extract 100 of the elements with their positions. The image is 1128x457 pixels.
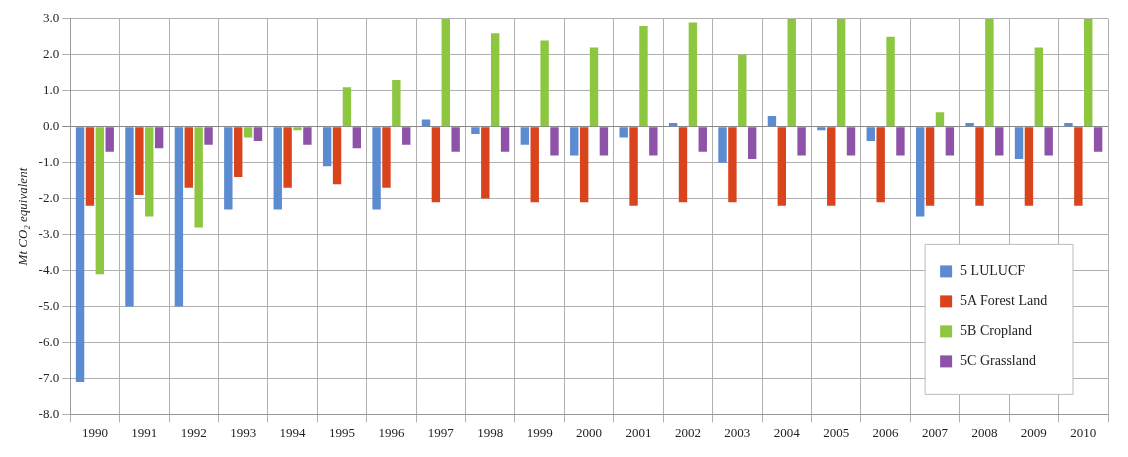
x-tick-label: 1990	[81, 424, 108, 440]
legend-label: 5A Forest Land	[960, 293, 1048, 309]
y-tick-label: -6.0	[38, 333, 60, 349]
bar	[1074, 127, 1083, 206]
y-tick-label: -1.0	[38, 154, 60, 170]
y-tick-label: -3.0	[38, 226, 60, 241]
y-tick-label: -2.0	[38, 190, 60, 206]
bar	[550, 127, 559, 156]
bar	[925, 127, 935, 206]
bar	[451, 127, 460, 152]
bar	[935, 112, 945, 127]
bar	[194, 127, 203, 228]
bar	[154, 127, 164, 149]
bar	[728, 127, 737, 203]
bar	[1093, 127, 1103, 152]
bar	[105, 127, 114, 152]
bar	[639, 25, 648, 127]
bar	[1044, 127, 1053, 156]
bar	[738, 54, 747, 127]
bar	[688, 22, 698, 127]
bar	[965, 123, 974, 127]
bar	[174, 127, 184, 307]
bar	[916, 127, 925, 217]
bar	[303, 127, 312, 145]
bar	[372, 127, 381, 210]
bar	[995, 127, 1004, 156]
bar	[896, 127, 905, 156]
bar	[352, 127, 362, 149]
bar	[441, 18, 450, 127]
bar	[184, 127, 193, 188]
bar	[668, 123, 678, 127]
x-tick-label: 1995	[328, 424, 355, 440]
y-tick-label: 1.0	[42, 82, 60, 98]
bar	[481, 127, 490, 199]
x-tick-label: 1997	[427, 424, 455, 440]
bar	[125, 127, 134, 307]
bar	[273, 127, 282, 210]
bar	[599, 127, 609, 156]
bar	[1064, 123, 1073, 127]
y-tick-label: -4.0	[38, 261, 60, 277]
bar	[85, 127, 95, 206]
bar	[846, 127, 856, 156]
bar	[283, 127, 292, 188]
x-tick-label: 2003	[724, 424, 751, 440]
bar	[787, 18, 796, 127]
bar	[886, 36, 895, 127]
bar	[876, 127, 885, 203]
x-tick-label: 1998	[477, 424, 504, 440]
bar	[520, 127, 530, 145]
bar	[866, 127, 875, 142]
bar	[332, 127, 342, 185]
y-tick-label: 0.0	[42, 118, 60, 134]
bar	[985, 18, 994, 127]
x-tick-label: 1999	[526, 424, 553, 440]
y-tick-label: -7.0	[38, 369, 60, 385]
bar	[718, 127, 727, 163]
bar	[253, 127, 263, 142]
x-tick-label: 2007	[922, 424, 949, 440]
bar	[579, 127, 589, 203]
bar	[342, 87, 352, 127]
x-tick-label: 1994	[279, 424, 307, 440]
x-tick-label: 1991	[131, 424, 158, 440]
bar	[322, 127, 332, 167]
bar	[836, 18, 846, 127]
bar	[145, 127, 154, 217]
bar	[589, 47, 599, 127]
legend-label: 5 LULUCF	[960, 263, 1026, 279]
bar	[421, 119, 431, 127]
bar	[827, 127, 836, 206]
bar	[1014, 127, 1024, 160]
bar	[95, 127, 105, 275]
x-tick-label: 2005	[823, 424, 850, 440]
x-tick-label: 2004	[773, 424, 801, 440]
x-tick-label: 2010	[1070, 424, 1097, 440]
y-tick-label: -8.0	[38, 405, 60, 421]
x-tick-label: 2009	[1020, 424, 1047, 440]
legend-label: 5B Cropland	[960, 323, 1033, 339]
x-tick-label: 1992	[180, 424, 207, 440]
bar	[747, 127, 757, 160]
legend-label: 5C Grassland	[960, 353, 1036, 369]
x-tick-label: 2006	[872, 424, 900, 440]
x-tick-label: 1993	[230, 424, 257, 440]
x-tick-label: 1996	[378, 424, 405, 440]
y-tick-label: 2.0	[42, 46, 60, 62]
x-tick-label: 2008	[971, 424, 998, 440]
bar	[817, 127, 826, 131]
bar	[1034, 47, 1044, 127]
bar	[471, 127, 480, 134]
bar	[224, 127, 233, 210]
bar	[243, 127, 253, 138]
bar	[500, 127, 510, 152]
bar	[135, 127, 144, 196]
bar	[678, 127, 688, 203]
bar	[797, 127, 806, 156]
y-tick-label: -5.0	[38, 297, 60, 313]
bar	[698, 127, 707, 152]
bar	[204, 127, 213, 145]
bar	[777, 127, 787, 206]
bar	[629, 127, 638, 206]
bar	[392, 79, 401, 127]
